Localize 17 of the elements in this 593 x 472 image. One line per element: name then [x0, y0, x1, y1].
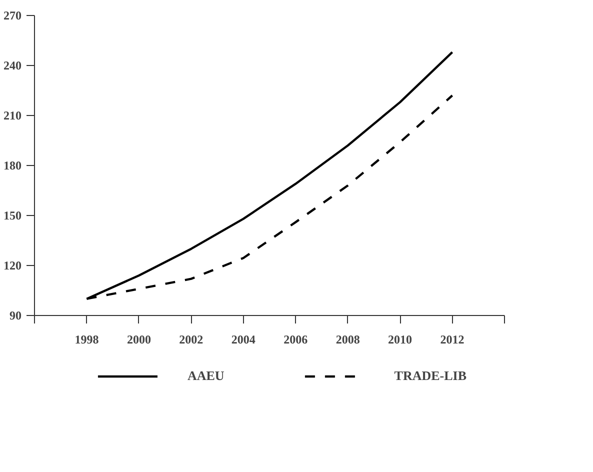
y-tick-label: 150 [4, 208, 22, 222]
y-tick-label: 90 [10, 308, 22, 322]
x-tick-label: 2012 [440, 332, 464, 346]
x-tick-label: 2002 [179, 332, 204, 346]
x-tick-label: 2010 [388, 332, 412, 346]
legend-label: TRADE-LIB [394, 368, 467, 384]
legend-label: AAEU [187, 368, 224, 384]
y-tick-label: 210 [4, 108, 22, 122]
x-tick-label: 1998 [74, 332, 99, 346]
x-tick-label: 2008 [336, 332, 360, 346]
x-tick-label: 2006 [284, 332, 308, 346]
x-tick-label: 2000 [126, 332, 151, 346]
y-tick-label: 180 [4, 158, 22, 172]
x-tick-label: 2004 [231, 332, 256, 346]
y-tick-label: 120 [4, 258, 22, 272]
y-tick-label: 270 [4, 8, 22, 22]
y-tick-label: 240 [4, 58, 22, 72]
